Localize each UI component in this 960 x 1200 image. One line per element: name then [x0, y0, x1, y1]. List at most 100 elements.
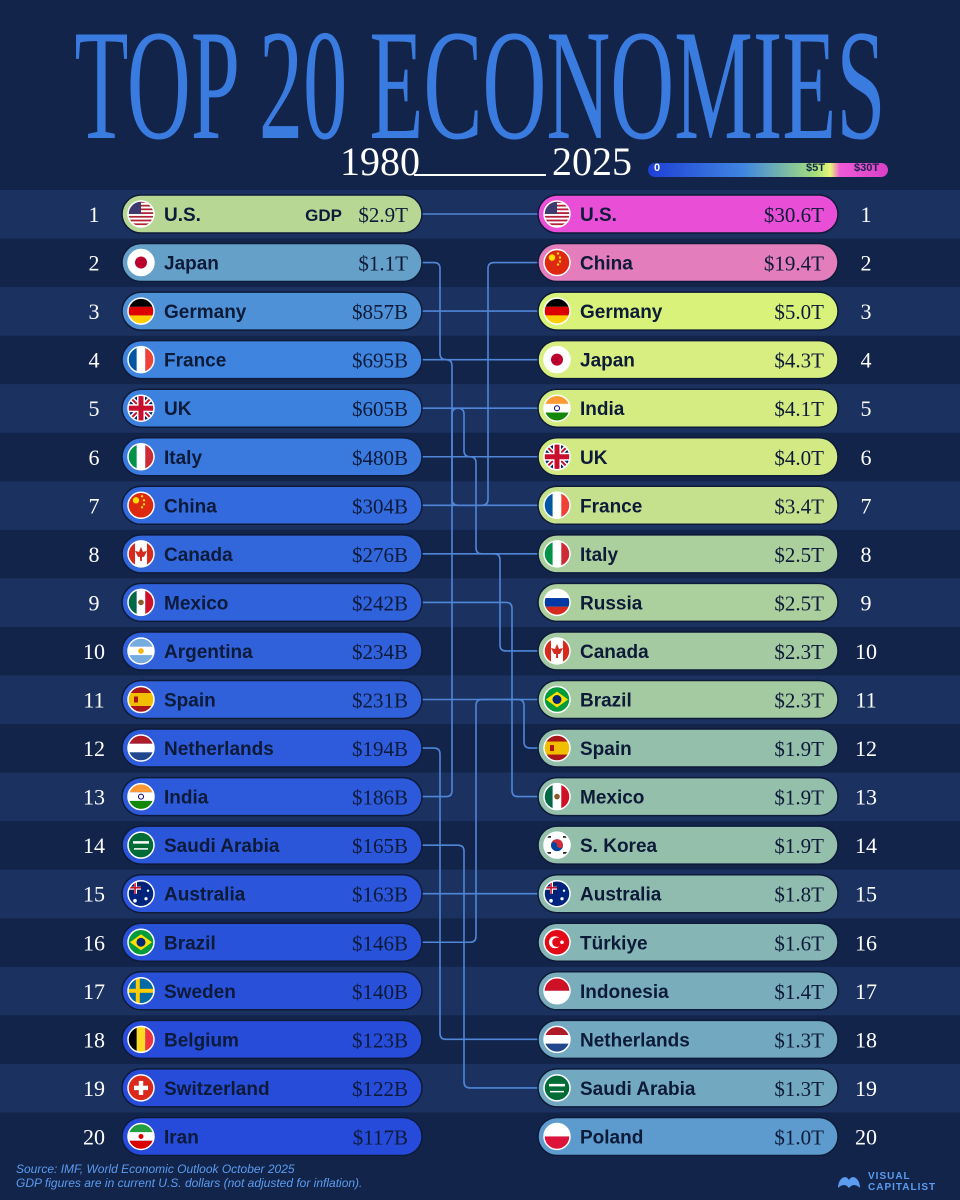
us-flag: [127, 200, 155, 228]
country-label-right: U.S.: [580, 205, 617, 226]
country-label-left: Iran: [164, 1127, 199, 1148]
value-label-right: $1.9T: [774, 737, 824, 761]
bar-left: [121, 971, 423, 1011]
rank-number-left: 5: [89, 396, 100, 421]
country-label-left: UK: [164, 399, 192, 420]
country-label-right: Poland: [580, 1127, 643, 1148]
country-label-left: Italy: [164, 448, 202, 469]
bar-right: [537, 776, 839, 817]
india-flag: [127, 782, 155, 811]
japan-flag: [543, 345, 571, 374]
rank-number-right: 13: [855, 785, 877, 810]
spain-flag: [127, 685, 155, 714]
bar-right: [537, 339, 839, 380]
country-label-left: France: [164, 351, 226, 372]
rank-number-right: 2: [861, 251, 872, 276]
bar-left: [121, 776, 423, 817]
poland-flag: [543, 1122, 571, 1151]
country-label-right: UK: [580, 448, 608, 469]
country-label-right: Australia: [580, 885, 662, 906]
country-label-right: France: [580, 496, 642, 517]
bar-left: [121, 1068, 423, 1108]
value-label-right: $1.8T: [774, 883, 824, 907]
value-label-left: $234B: [352, 640, 408, 664]
rank-number-left: 4: [89, 348, 100, 373]
year-start-label: 1980: [340, 139, 420, 184]
country-label-right: Brazil: [580, 691, 632, 712]
gdp-prefix-label: GDP: [305, 206, 342, 225]
value-label-right: $1.9T: [774, 834, 824, 858]
bar-left: [121, 339, 423, 380]
rank-number-left: 17: [83, 979, 105, 1004]
value-label-right: $5.0T: [774, 300, 824, 324]
bar-right: [537, 291, 839, 331]
source-note: Source: IMF, World Economic Outlook Octo…: [16, 1162, 295, 1176]
value-label-right: $1.0T: [774, 1125, 824, 1149]
country-label-right: India: [580, 399, 625, 420]
value-label-right: $4.3T: [774, 349, 824, 373]
value-label-left: $242B: [352, 591, 408, 615]
bar-left: [121, 873, 423, 914]
country-label-right: Italy: [580, 545, 618, 566]
iran-flag: [127, 1122, 155, 1151]
value-label-left: $276B: [352, 543, 408, 567]
rank-number-right: 5: [861, 396, 872, 421]
rank-number-right: 17: [855, 979, 877, 1004]
france-flag: [127, 345, 155, 374]
country-label-left: Germany: [164, 302, 247, 323]
rank-number-right: 4: [861, 348, 872, 373]
saudi-arabia-flag: [127, 831, 155, 859]
country-label-left: China: [164, 496, 217, 517]
country-label-right: S. Korea: [580, 836, 658, 857]
russia-flag: [543, 588, 571, 617]
rank-number-right: 11: [855, 688, 876, 713]
country-label-right: Indonesia: [580, 982, 669, 1003]
spain-flag: [543, 734, 571, 762]
rank-number-right: 10: [855, 639, 877, 664]
rank-number-right: 6: [861, 445, 872, 470]
bar-right: [537, 194, 839, 234]
germany-flag: [543, 297, 571, 325]
inflation-note: GDP figures are in current U.S. dollars …: [16, 1176, 363, 1190]
sweden-flag: [127, 977, 155, 1005]
rank-number-right: 16: [855, 930, 877, 955]
bar-right: [537, 582, 839, 623]
year-end-label: 2025: [552, 139, 632, 184]
brazil-flag: [127, 928, 155, 956]
value-label-right: $1.6T: [774, 931, 824, 955]
value-label-right: $3.4T: [774, 494, 824, 518]
brazil-flag: [543, 685, 571, 714]
bar-right: [537, 631, 839, 671]
rank-number-left: 10: [83, 639, 105, 664]
value-label-left: $163B: [352, 883, 408, 907]
rank-number-left: 20: [83, 1124, 105, 1149]
country-label-left: Mexico: [164, 593, 228, 614]
bar-right: [537, 485, 839, 526]
rank-number-right: 1: [861, 202, 872, 227]
rank-number-left: 15: [83, 882, 105, 907]
rank-number-right: 3: [861, 299, 872, 324]
rank-number-left: 8: [89, 542, 100, 567]
value-label-right: $4.0T: [774, 446, 824, 470]
value-label-left: $857B: [352, 300, 408, 324]
value-label-left: $231B: [352, 689, 408, 713]
value-label-right: $2.3T: [774, 640, 824, 664]
bar-left: [121, 388, 423, 428]
bar-left: [121, 582, 423, 623]
country-label-left: U.S.: [164, 205, 201, 226]
bar-right: [537, 534, 839, 574]
connector-line: [422, 698, 538, 944]
rank-number-left: 18: [83, 1027, 105, 1052]
country-label-right: China: [580, 254, 633, 275]
country-label-right: Japan: [580, 351, 635, 372]
netherlands-flag: [543, 1025, 571, 1054]
country-label-right: Canada: [580, 642, 649, 663]
bar-right: [537, 922, 839, 962]
value-label-left: $194B: [352, 737, 408, 761]
value-label-right: $1.3T: [774, 1077, 824, 1101]
rank-number-left: 9: [89, 590, 100, 615]
netherlands-flag: [127, 734, 155, 762]
connector-line: [422, 407, 538, 798]
visual-capitalist-logo: VISUAL CAPITALIST: [836, 1170, 946, 1194]
